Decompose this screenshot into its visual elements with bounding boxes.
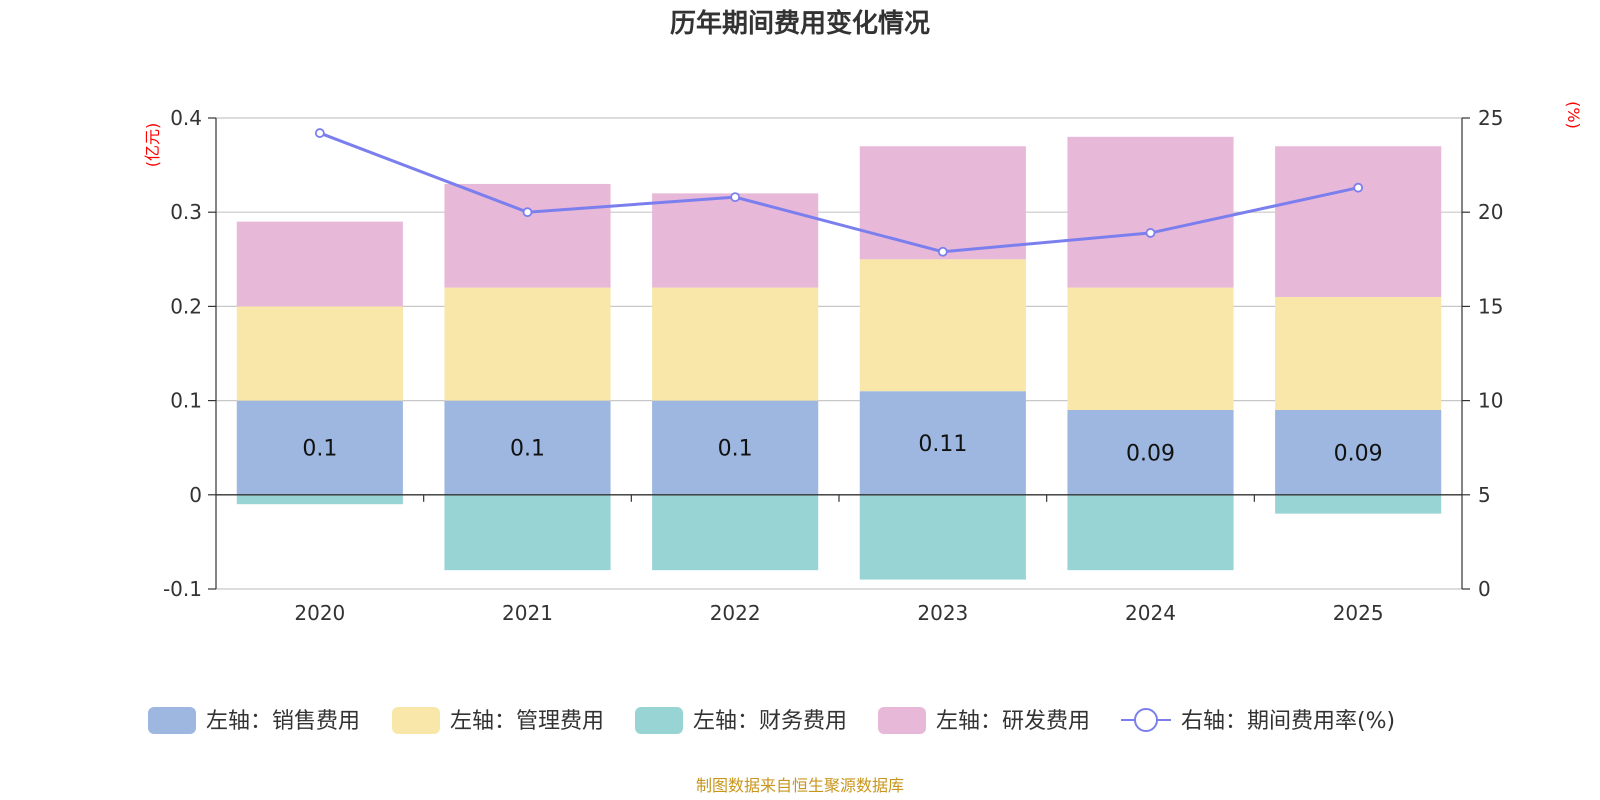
bar-segment	[652, 494, 819, 571]
bar-data-label: 0.11	[918, 432, 967, 457]
rate-point	[1145, 228, 1156, 238]
x-tick-label: 2023	[917, 601, 968, 625]
bar-segment	[859, 391, 1026, 495]
rate-point	[522, 207, 533, 218]
bar-segment	[1067, 494, 1234, 571]
left-tick-label: 0	[189, 483, 202, 507]
bar-segment	[236, 221, 403, 307]
x-tick-label: 2022	[710, 601, 761, 625]
bar-segment	[444, 494, 611, 571]
right-tick-label: 25	[1478, 106, 1503, 130]
bar-segment	[652, 193, 819, 288]
x-tick-label: 2020	[294, 601, 345, 625]
x-tick-label: 2021	[502, 601, 553, 625]
left-tick-label: -0.1	[163, 577, 202, 601]
bar-segment	[1067, 410, 1234, 495]
bar-data-label: 0.1	[718, 437, 753, 462]
bar-segment	[444, 183, 611, 288]
legend-marker	[1134, 708, 1158, 732]
bar-segment	[859, 146, 1026, 260]
bar-segment	[236, 306, 403, 401]
right-tick-label: 10	[1478, 389, 1503, 413]
left-tick-label: 0.1	[170, 389, 202, 413]
right-tick-label: 20	[1478, 200, 1503, 224]
legend-label: 左轴：销售费用	[206, 709, 360, 734]
bar-segment	[859, 494, 1026, 580]
bar-segment	[1275, 146, 1442, 297]
legend-swatch	[148, 707, 196, 734]
bar-segment	[652, 287, 819, 401]
legend-label: 左轴：财务费用	[693, 709, 847, 734]
rate-point	[730, 192, 741, 203]
bar-data-label: 0.1	[510, 437, 545, 462]
bar-segment	[1275, 410, 1442, 495]
bar-segment	[1275, 296, 1442, 411]
bar-segment	[1067, 287, 1234, 411]
bar-segment	[1067, 136, 1234, 288]
legend-swatch	[635, 707, 683, 734]
bar-segment	[652, 400, 819, 495]
bar-segment	[444, 287, 611, 401]
rate-line	[319, 131, 1359, 254]
left-tick-label: 0.4	[170, 106, 202, 130]
bar-data-label: 0.1	[302, 437, 337, 462]
x-tick-label: 2024	[1125, 601, 1176, 625]
right-tick-label: 0	[1478, 577, 1491, 601]
source-note: 制图数据来自恒生聚源数据库	[696, 776, 904, 795]
legend-label: 左轴：研发费用	[936, 709, 1090, 734]
left-axis-unit: (亿元)	[143, 123, 162, 168]
left-tick-label: 0.2	[170, 294, 202, 318]
bar-segment	[1275, 494, 1442, 514]
legend-swatch	[392, 707, 440, 734]
x-tick-label: 2025	[1333, 601, 1384, 625]
bar-data-label: 0.09	[1334, 441, 1383, 466]
bar-segment	[859, 259, 1026, 392]
bar-segment	[444, 400, 611, 495]
chart-title: 历年期间费用变化情况	[670, 8, 930, 39]
rate-point	[937, 246, 948, 257]
bar-segment	[236, 494, 403, 505]
right-axis-unit: (%)	[1564, 101, 1583, 129]
legend-label: 左轴：管理费用	[450, 709, 604, 734]
rate-point	[1353, 182, 1364, 193]
right-tick-label: 15	[1478, 294, 1503, 318]
legend-swatch	[878, 707, 926, 734]
legend-label: 右轴：期间费用率(%)	[1181, 709, 1395, 734]
left-tick-label: 0.3	[170, 200, 202, 224]
rate-point	[314, 128, 325, 138]
bar-data-label: 0.09	[1126, 441, 1175, 466]
right-tick-label: 5	[1478, 483, 1491, 507]
bar-segment	[236, 400, 403, 495]
